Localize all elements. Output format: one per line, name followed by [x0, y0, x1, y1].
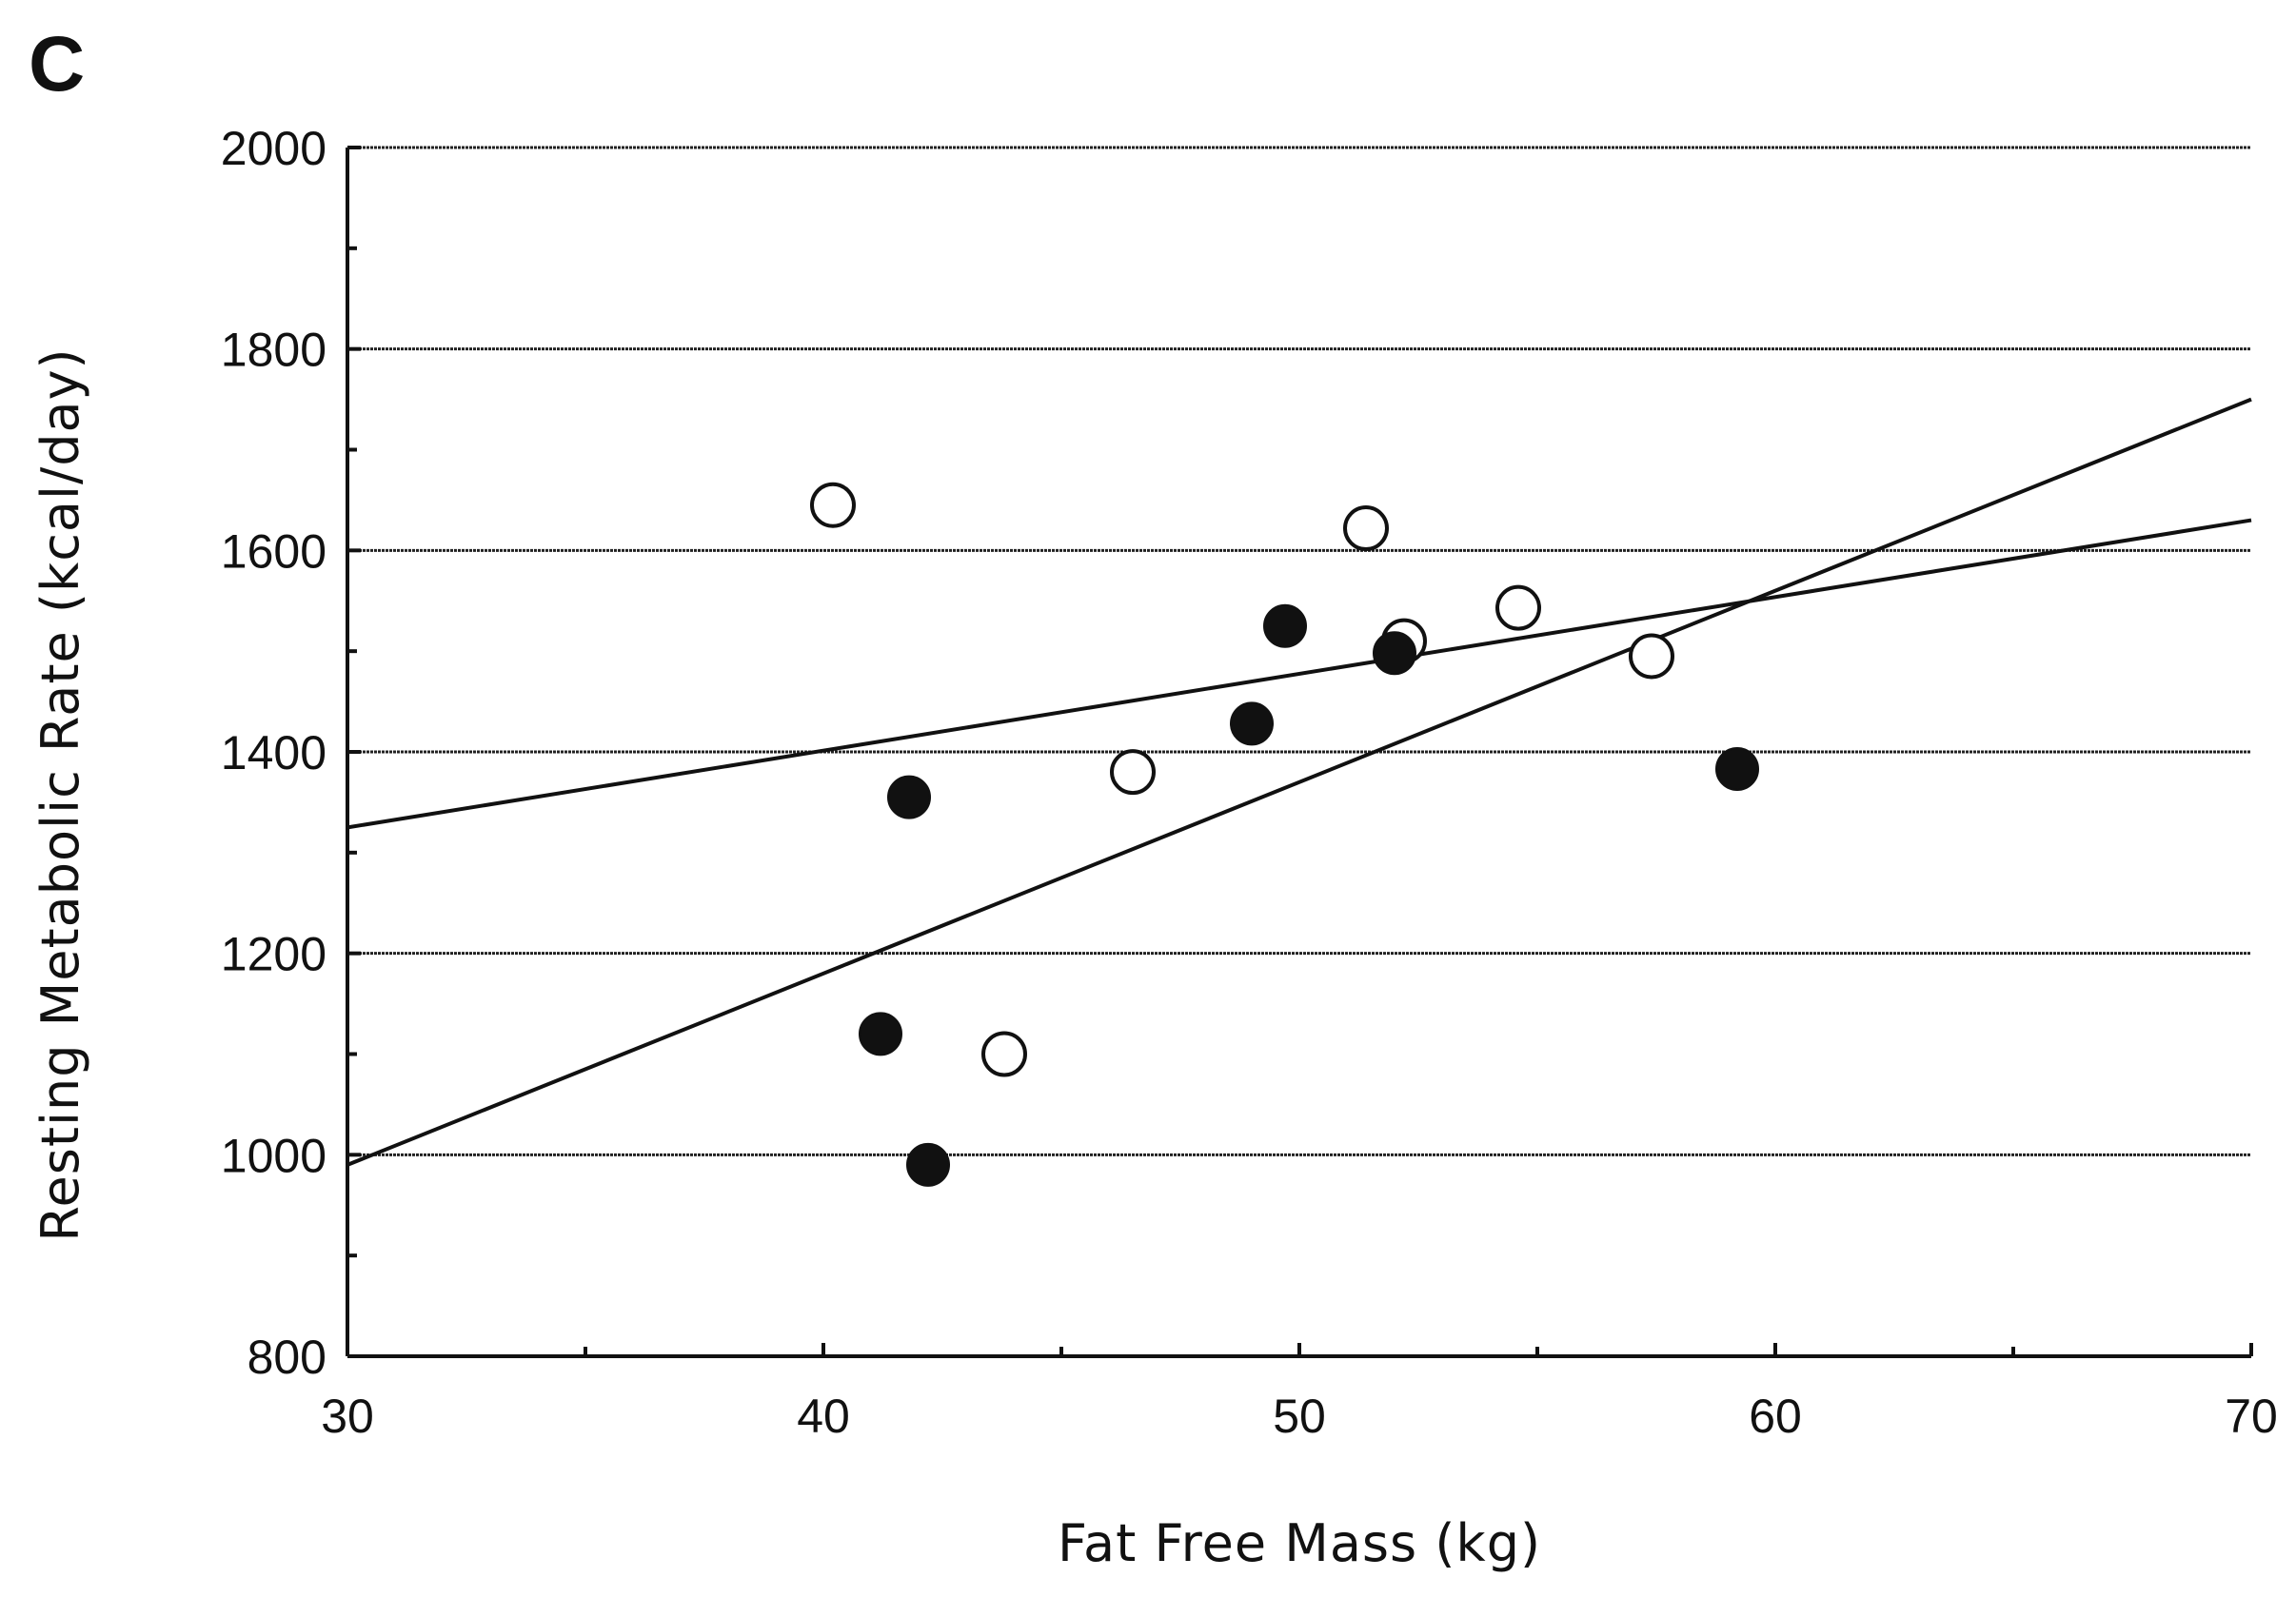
- filled-point-2: [887, 775, 931, 819]
- filled-point-5: [1263, 603, 1307, 648]
- x-tick-label-50: 50: [1273, 1390, 1326, 1443]
- x-tick-label-60: 60: [1749, 1390, 1802, 1443]
- open-point-2: [981, 1031, 1027, 1077]
- x-tick-label-70: 70: [2225, 1390, 2278, 1443]
- open-point-1: [810, 482, 856, 528]
- x-tick-label-40: 40: [797, 1390, 850, 1443]
- y-axis-title: Resting Metabolic Rate (kcal/day): [30, 347, 90, 1241]
- filled-point-7: [1715, 746, 1759, 791]
- regression-lines: [346, 397, 2252, 1167]
- data-points: [810, 482, 1759, 1187]
- regression-line-1: [346, 518, 2252, 830]
- panel-label: C: [29, 21, 85, 108]
- open-point-4: [1343, 505, 1389, 552]
- axes: [346, 146, 2253, 1358]
- y-tick-label-1000: 1000: [221, 1129, 327, 1182]
- tick-labels: 800 1000 1200 1400 1600 1800 2000 30 40 50 60 70: [221, 122, 2278, 1443]
- y-tick-label-2000: 2000: [221, 122, 327, 175]
- filled-point-3: [906, 1142, 950, 1187]
- x-tick-label-30: 30: [321, 1390, 374, 1443]
- y-tick-label-800: 800: [247, 1331, 327, 1384]
- open-point-6: [1495, 584, 1541, 631]
- gridlines: [347, 146, 2251, 1156]
- filled-point-6: [1373, 631, 1416, 676]
- open-point-7: [1629, 633, 1674, 680]
- x-axis-title: Fat Free Mass (kg): [1058, 1513, 1541, 1573]
- y-tick-label-1200: 1200: [221, 928, 327, 981]
- y-tick-label-1600: 1600: [221, 524, 327, 578]
- filled-point-4: [1230, 701, 1274, 746]
- open-point-3: [1110, 749, 1156, 796]
- filled-point-1: [859, 1012, 902, 1056]
- y-tick-label-1400: 1400: [221, 726, 327, 779]
- y-tick-label-1800: 1800: [221, 324, 327, 377]
- regression-line-2: [346, 397, 2252, 1167]
